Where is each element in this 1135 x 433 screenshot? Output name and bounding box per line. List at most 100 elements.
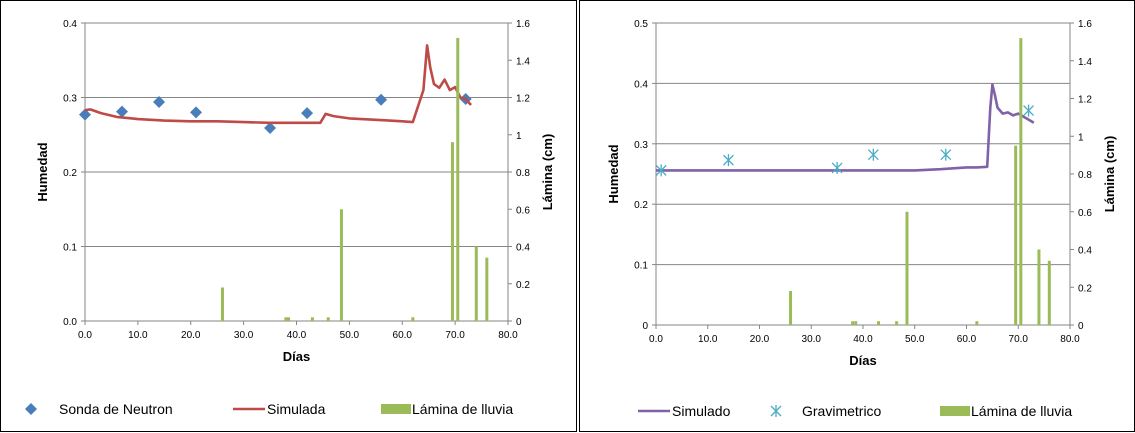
left-legend-label-1: Simulada (267, 401, 326, 417)
left-x-tick-label-2: 20.0 (181, 330, 201, 341)
left-series-2-bar-1 (284, 317, 288, 321)
left-y2-tick-label-5: 1 (516, 131, 522, 142)
right-y2-tick-label-4: 0.8 (1078, 170, 1092, 181)
left-x-tick-label-5: 50.0 (340, 330, 360, 341)
left-x-tick-label-6: 60.0 (393, 330, 413, 341)
left-y-axis-title: Humedad (35, 142, 50, 201)
right-y-tick-label-3: 0.3 (634, 140, 648, 151)
right-y2-tick-label-7: 1.4 (1078, 57, 1092, 68)
right-y2-tick-label-6: 1.2 (1078, 95, 1092, 106)
right-chart-svg: 0 0.1 0.2 0.3 0.4 0.5 0 0.2 0.4 0.6 0.8 1 1.2 1.4 1.6 0… (606, 19, 1117, 419)
right-series-2-bar-0 (789, 291, 793, 325)
right-series-2-bar-5 (905, 211, 909, 325)
right-legend-item-1: Gravimetrico (770, 403, 882, 419)
left-legend-item-1: Simulada (233, 401, 326, 417)
right-legend-label-1: Gravimetrico (802, 403, 882, 419)
right-series-2-bar-10 (1047, 260, 1051, 325)
right-series-2-bar-3 (877, 321, 881, 325)
right-series-2-bar-4 (895, 321, 899, 325)
right-series-2-bar-1 (851, 321, 855, 325)
right-legend-symbol-2 (940, 406, 970, 416)
right-y-axis-title: Humedad (606, 144, 621, 203)
left-series-0-marker-4 (264, 122, 277, 135)
left-y2-tick-label-1: 0.2 (516, 280, 530, 291)
left-series-0-marker-1 (116, 105, 129, 118)
right-y-tick-label-1: 0.1 (634, 261, 648, 272)
right-y2-tick-label-8: 1.6 (1078, 19, 1092, 30)
right-series-0-line (656, 83, 1035, 172)
right-series-2-bar-8 (1019, 38, 1023, 325)
left-series-2-bar-9 (474, 246, 478, 321)
left-legend-label-0: Sonda de Neutron (59, 401, 173, 417)
left-x-axis-title: Días (283, 349, 310, 364)
left-legend-item-2: Lámina de lluvia (381, 401, 513, 417)
right-y-tick-label-4: 0.4 (634, 79, 648, 90)
left-y2-tick-label-7: 1.4 (516, 56, 530, 67)
right-y-tick-label-0: 0 (642, 321, 648, 332)
left-y2-tick-label-6: 1.2 (516, 94, 530, 105)
left-series-2-bar-6 (411, 317, 415, 321)
left-chart-panel: 0.0 0.1 0.2 0.3 0.4 0 0.2 0.4 0.6 0.8 1 1.2 1.4 1.6 0.… (0, 0, 577, 432)
left-series-0-marker-3 (190, 106, 203, 119)
left-x-tick-label-1: 10.0 (128, 330, 148, 341)
right-series-2-bar-9 (1037, 249, 1041, 325)
left-series-2-bar-3 (310, 317, 314, 321)
right-x-axis-title: Días (849, 353, 876, 368)
right-x-tick-label-4: 40.0 (853, 334, 873, 345)
left-y2-tick-label-3: 0.6 (516, 205, 530, 216)
right-series-1-marker-5 (1023, 104, 1035, 117)
right-y2-axis-title: Lámina (cm) (1102, 136, 1117, 213)
left-series-0-marker-5 (301, 107, 314, 120)
right-series-1-marker-4 (940, 148, 952, 161)
right-series-2-bar-7 (1014, 145, 1018, 325)
left-legend-symbol-0 (25, 403, 37, 415)
left-y-tick-label-2: 0.2 (63, 168, 77, 179)
right-legend-symbol-1 (770, 405, 782, 417)
left-legend-label-2: Lámina de lluvia (412, 401, 513, 417)
right-x-tick-label-5: 50.0 (905, 334, 925, 345)
right-y-tick-label-5: 0.5 (634, 19, 648, 30)
right-y2-tick-label-2: 0.4 (1078, 246, 1092, 257)
right-y2-tick-label-3: 0.6 (1078, 208, 1092, 219)
left-series-0-marker-0 (79, 108, 91, 121)
right-x-tick-label-6: 60.0 (957, 334, 977, 345)
right-y2-tick-label-0: 0 (1078, 321, 1084, 332)
left-series-2-bar-0 (220, 287, 224, 321)
right-y-tick-label-2: 0.2 (634, 200, 648, 211)
left-series-2-bar-5 (339, 209, 343, 321)
right-x-tick-label-3: 30.0 (802, 334, 822, 345)
left-x-tick-label-4: 40.0 (287, 330, 307, 341)
left-x-tick-label-0: 0.0 (78, 330, 92, 341)
left-y-tick-label-1: 0.1 (63, 243, 77, 254)
right-y2-tick-label-5: 1 (1078, 132, 1084, 143)
left-y2-tick-label-8: 1.6 (516, 19, 530, 30)
right-legend-label-2: Lámina de lluvia (971, 403, 1072, 419)
right-x-tick-label-7: 70.0 (1009, 334, 1029, 345)
left-y2-tick-label-0: 0 (516, 317, 522, 328)
right-series-2-bar-6 (975, 321, 979, 325)
left-series-2-bar-7 (450, 142, 454, 321)
left-y-tick-label-0: 0.0 (63, 317, 77, 328)
left-x-tick-label-8: 80.0 (498, 330, 518, 341)
left-y2-axis-title: Lámina (cm) (540, 134, 555, 211)
left-series-2-bar-10 (485, 257, 489, 321)
right-x-tick-label-8: 80.0 (1060, 334, 1080, 345)
left-x-tick-label-7: 70.0 (445, 330, 465, 341)
left-legend-item-0: Sonda de Neutron (25, 401, 173, 417)
right-series-1-marker-2 (831, 161, 843, 174)
left-series-0-marker-2 (153, 95, 166, 108)
right-series-1-marker-3 (867, 148, 879, 161)
left-y-tick-label-4: 0.4 (63, 19, 77, 30)
left-legend-symbol-2 (381, 404, 411, 414)
left-series-0-marker-6 (375, 93, 388, 106)
left-chart-svg: 0.0 0.1 0.2 0.3 0.4 0 0.2 0.4 0.6 0.8 1 1.2 1.4 1.6 0.… (25, 19, 555, 417)
left-y2-tick-label-4: 0.8 (516, 168, 530, 179)
left-series-2-bar-4 (326, 317, 330, 321)
right-y2-tick-label-1: 0.2 (1078, 283, 1092, 294)
right-x-tick-label-2: 20.0 (750, 334, 770, 345)
right-series-1-marker-0 (655, 164, 667, 177)
left-series-2-bar-8 (456, 37, 460, 322)
right-legend-item-2: Lámina de lluvia (940, 403, 1072, 419)
right-series-1-marker-1 (722, 154, 734, 167)
left-series-1-line (84, 44, 472, 125)
